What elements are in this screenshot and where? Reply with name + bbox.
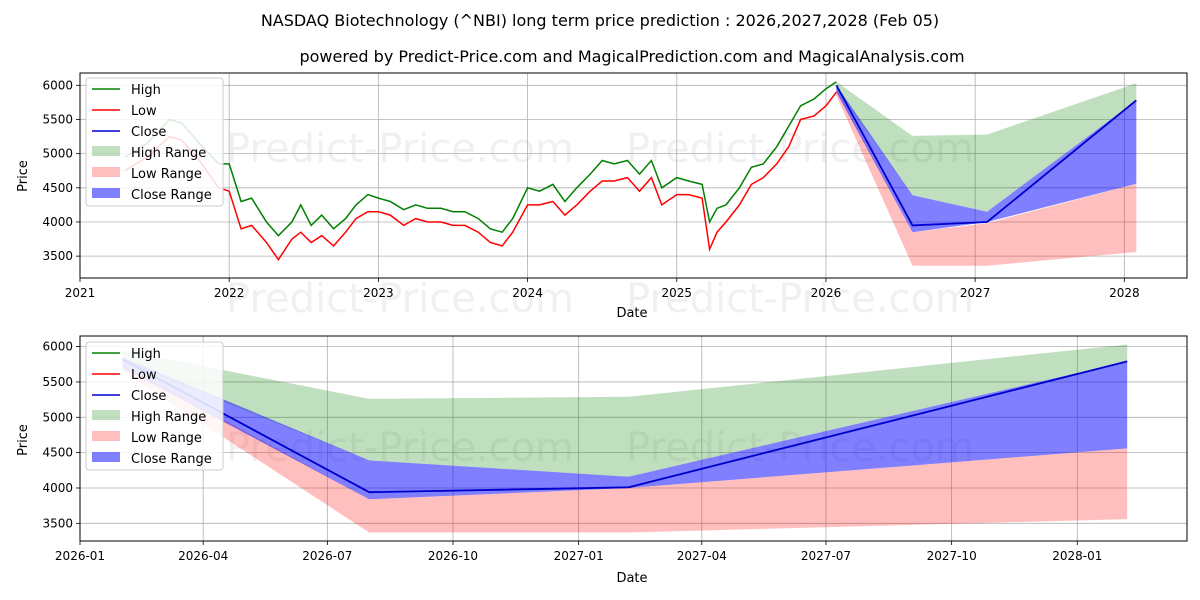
legend-low-range: Low Range [131, 431, 202, 446]
y-tick-label: 4500 [42, 181, 73, 195]
x-tick-label: 2027-01 [554, 549, 604, 563]
close-range-band [122, 357, 1128, 500]
legend-high-range-swatch [92, 146, 120, 156]
bottom-xlabel: Date [616, 571, 647, 586]
y-tick-label: 6000 [42, 340, 73, 354]
legend-box [85, 341, 224, 471]
watermark: Predict-Price.com [626, 276, 974, 322]
y-tick-label: 5500 [42, 112, 73, 126]
top-plot-area [80, 73, 1187, 278]
x-tick-label: 2026 [811, 286, 842, 300]
top-plot-frame [79, 72, 1188, 279]
legend-high: High [131, 347, 161, 362]
bottom-plot-frame [79, 335, 1188, 542]
high-series-line [124, 81, 837, 237]
legend-close: Close [131, 125, 166, 140]
close-forecast-line [121, 358, 1128, 494]
legend-low-range-swatch [92, 167, 120, 177]
x-tick-label: 2028-01 [1052, 549, 1102, 563]
close-forecast-line [835, 84, 1137, 227]
legend-close-range: Close Range [131, 452, 212, 467]
y-tick-label: 4000 [42, 481, 73, 495]
top-xlabel: Date [616, 306, 647, 321]
legend-high-range-swatch [92, 410, 120, 420]
top-series [124, 81, 1137, 266]
top-legend: High Low Close High Range Low Range Clos… [85, 77, 224, 207]
watermark: Predict-Price.com [226, 276, 574, 322]
x-tick-label: 2022 [214, 286, 245, 300]
bottom-ylabel: Price [16, 424, 31, 456]
high-range-band [836, 81, 1137, 212]
top-grid [79, 73, 1187, 278]
x-tick-label: 2026-10 [428, 549, 478, 563]
chart-subtitle: powered by Predict-Price.com and Magical… [299, 47, 964, 66]
x-tick-label: 2026-01 [55, 549, 105, 563]
bottom-ticks: 2026-01 2026-04 2026-07 2026-10 2027-01 2027-… [42, 340, 1102, 563]
x-tick-label: 2021 [65, 286, 96, 300]
low-range-band [122, 364, 1128, 533]
legend-close: Close [131, 389, 166, 404]
x-tick-label: 2023 [363, 286, 394, 300]
y-tick-label: 3500 [42, 516, 73, 530]
legend-close-range: Close Range [131, 188, 212, 203]
legend-close-range-swatch [92, 188, 120, 198]
top-panel: Predict-Price.com Predict-Price.com Pred… [16, 72, 1188, 322]
bottom-panel: Predict-Price.com Predict-Price.com 2026… [16, 335, 1188, 586]
high-range-band [122, 344, 1128, 477]
x-tick-label: 2028 [1109, 286, 1140, 300]
y-tick-label: 6000 [42, 78, 73, 92]
watermark: Predict-Price.com [626, 126, 974, 172]
watermark: Predict-Price.com [226, 126, 574, 172]
low-series-line [124, 91, 837, 261]
bottom-legend: High Low Close High Range Low Range Clos… [85, 341, 224, 471]
x-tick-label: 2024 [512, 286, 543, 300]
x-tick-label: 2027-04 [677, 549, 727, 563]
top-ylabel: Price [16, 160, 31, 192]
chart-title: NASDAQ Biotechnology (^NBI) long term pr… [261, 11, 939, 30]
close-range-band [836, 85, 1137, 233]
bottom-series [121, 344, 1128, 533]
legend-low: Low [131, 368, 157, 383]
legend-low-range: Low Range [131, 167, 202, 182]
low-range-band [836, 88, 1137, 266]
legend-high: High [131, 83, 161, 98]
x-tick-label: 2026-07 [302, 549, 352, 563]
legend-close-range-swatch [92, 452, 120, 462]
legend-box [85, 77, 224, 207]
top-ticks: 2021 2022 2023 2024 2025 2026 2027 2028 3500 4000… [42, 78, 1139, 300]
x-tick-label: 2027 [960, 286, 991, 300]
y-tick-label: 5000 [42, 410, 73, 424]
y-tick-label: 4500 [42, 446, 73, 460]
y-tick-label: 4000 [42, 215, 73, 229]
x-tick-label: 2025 [661, 286, 692, 300]
legend-high-range: High Range [131, 146, 206, 161]
y-tick-label: 3500 [42, 249, 73, 263]
legend-low-range-swatch [92, 431, 120, 441]
x-tick-label: 2026-04 [178, 549, 228, 563]
top-watermarks: Predict-Price.com Predict-Price.com Pred… [226, 126, 974, 322]
x-tick-label: 2027-10 [927, 549, 977, 563]
y-tick-label: 5000 [42, 147, 73, 161]
y-tick-label: 5500 [42, 375, 73, 389]
x-tick-label: 2027-07 [801, 549, 851, 563]
legend-high-range: High Range [131, 410, 206, 425]
legend-low: Low [131, 104, 157, 119]
